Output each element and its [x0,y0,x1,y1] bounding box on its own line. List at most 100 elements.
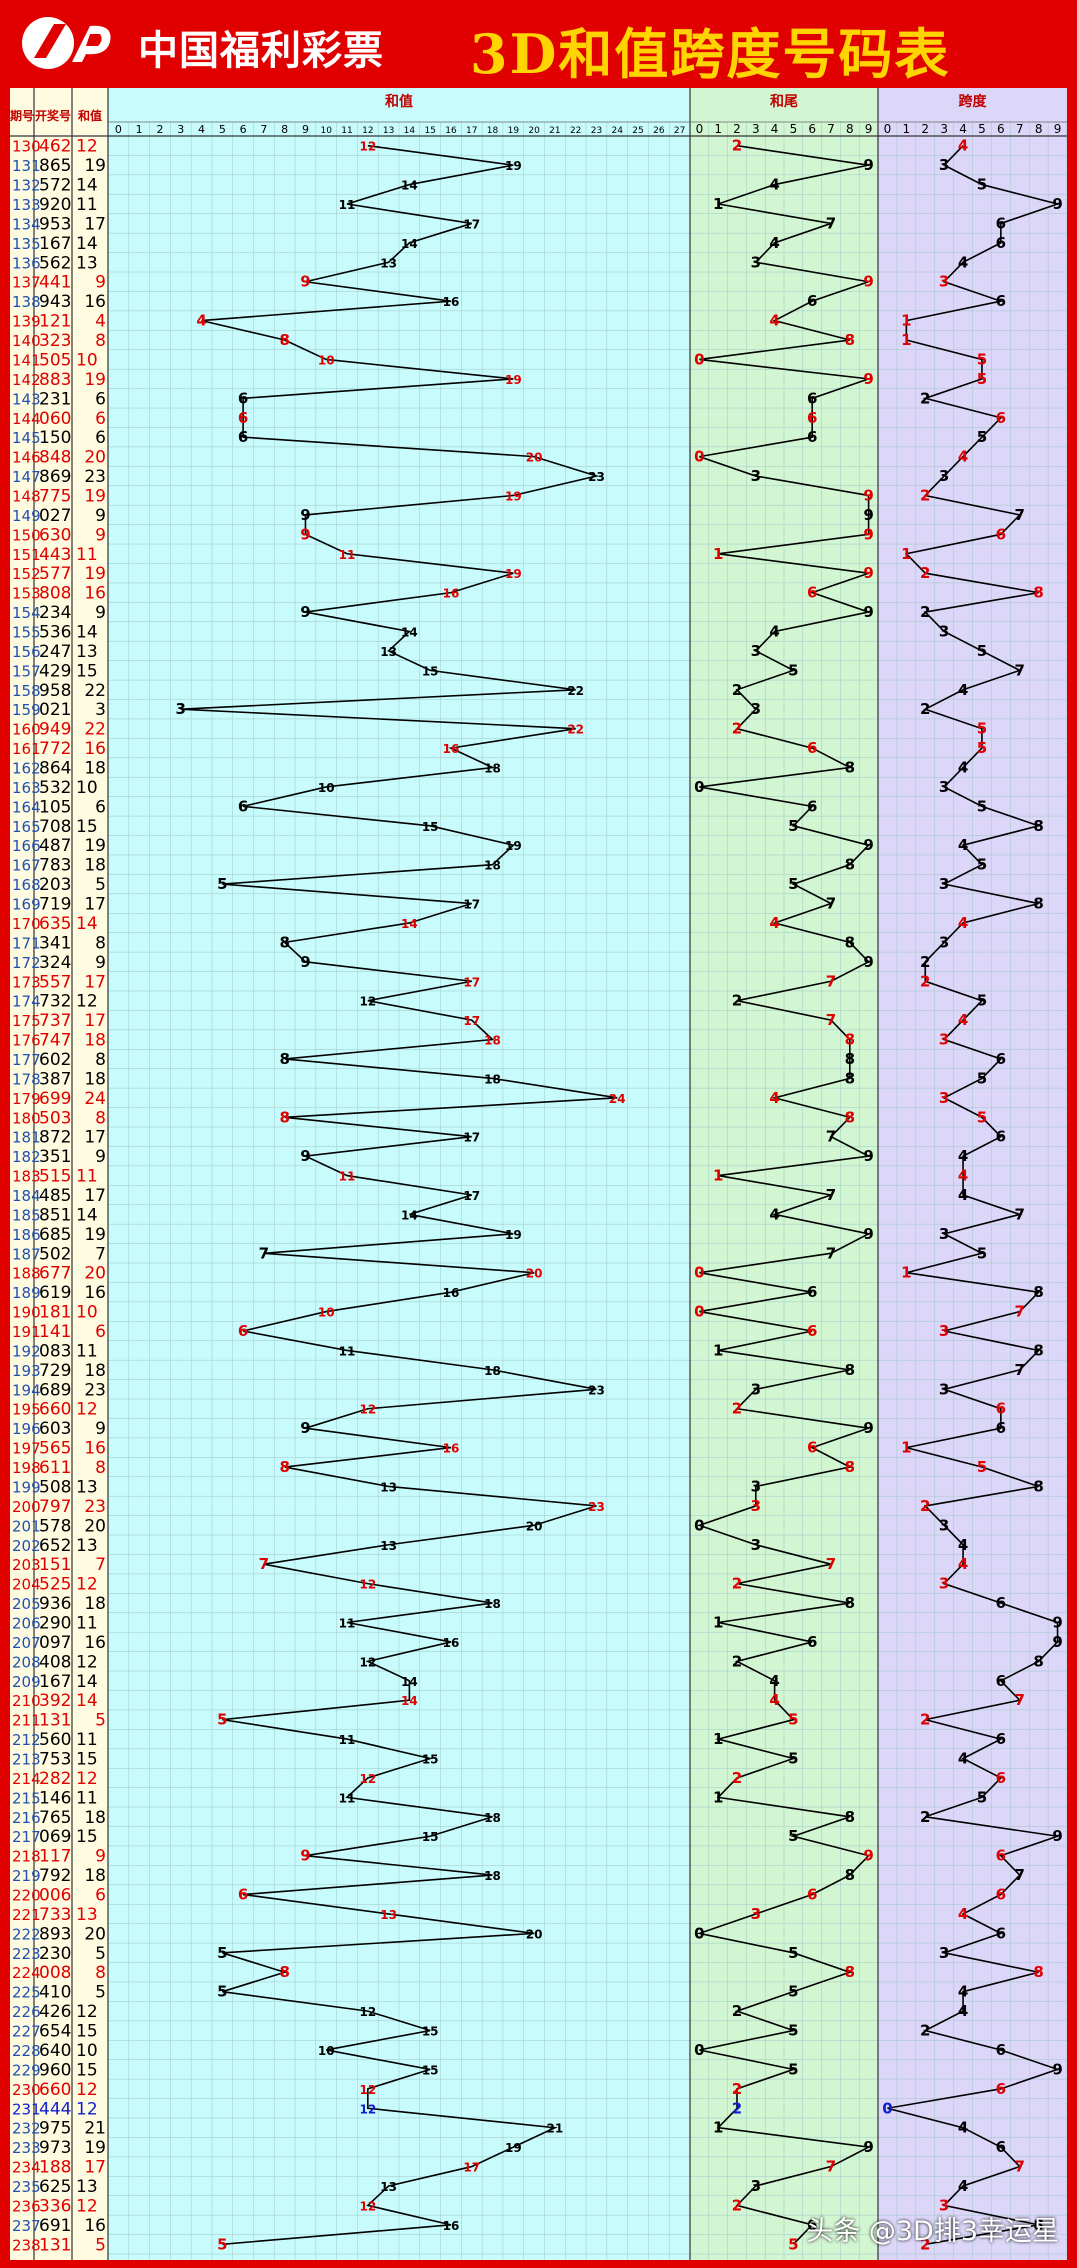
span-point-label: 4 [958,1750,968,1768]
sum-point-label: 8 [279,331,289,349]
period-cell: 204 [12,1576,41,1594]
number-cell: 562 [39,253,71,273]
sum-point-label: 6 [238,389,248,407]
tail-point-label: 8 [845,1361,855,1379]
sum-cell: 14 [76,622,98,642]
tail-point-label: 4 [769,176,779,194]
sum-axis-tick: 11 [341,126,352,136]
tail-point-label: 3 [751,1536,761,1554]
sum-point-label: 17 [463,2161,480,2175]
tail-point-label: 0 [694,1303,704,1321]
number-cell: 234 [39,603,71,623]
sum-cell: 14 [76,234,98,254]
number-cell: 783 [39,856,71,876]
period-cell: 199 [12,1478,41,1496]
period-cell: 193 [12,1362,41,1380]
sum-point-label: 17 [463,217,480,231]
tail-point-label: 3 [751,700,761,718]
number-cell: 324 [39,953,71,973]
number-cell: 150 [39,428,71,448]
number-cell: 729 [39,1361,71,1381]
tail-point-label: 8 [845,1963,855,1981]
tail-point-label: 8 [845,1866,855,1884]
sum-axis-tick: 0 [115,123,122,136]
sum-axis-tick: 6 [240,123,247,136]
sum-cell: 18 [84,1069,106,1089]
tail-point-label: 5 [788,2060,798,2078]
tail-point-label: 1 [713,1167,723,1185]
tail-point-label: 4 [769,914,779,932]
number-cell: 699 [39,1089,71,1109]
number-cell: 188 [39,2158,71,2178]
number-cell: 525 [39,1575,71,1595]
number-cell: 677 [39,1264,71,1284]
tail-point-label: 4 [769,1089,779,1107]
period-cell: 191 [12,1323,41,1341]
sum-axis-tick: 24 [612,126,624,136]
period-cell: 162 [12,760,41,778]
sum-point-label: 15 [422,820,439,834]
tail-point-label: 4 [769,1205,779,1223]
sum-cell: 5 [95,875,106,895]
number-cell: 660 [39,1400,71,1420]
period-cell: 148 [12,487,41,505]
tail-point-label: 8 [845,1069,855,1087]
number-cell: 336 [39,2196,71,2216]
span-point-label: 2 [920,603,930,621]
period-cell: 238 [12,2236,41,2254]
period-cell: 175 [12,1012,41,1030]
tail-point-label: 2 [732,720,742,738]
sum-cell: 13 [76,1477,98,1497]
span-point-label: 5 [977,739,987,757]
sum-cell: 19 [84,564,106,584]
span-axis-tick: 6 [997,122,1005,136]
period-cell: 235 [12,2178,41,2196]
period-cell: 228 [12,2042,41,2060]
sum-cell: 10 [76,1303,98,1323]
span-point-label: 8 [1033,1283,1043,1301]
period-cell: 139 [12,313,41,331]
tail-point-label: 4 [769,312,779,330]
sum-point-label: 17 [463,975,480,989]
sum-point-label: 8 [279,1458,289,1476]
period-cell: 156 [12,643,41,661]
sum-point-label: 15 [422,1830,439,1844]
span-point-label: 2 [920,1497,930,1515]
sum-point-label: 10 [318,353,335,367]
sum-point-label: 11 [339,1733,356,1747]
tail-axis-tick: 6 [808,122,816,136]
header-bar: 中国福利彩票 3D和值跨度号码表 [0,0,1077,86]
number-cell: 487 [39,836,71,856]
period-cell: 227 [12,2023,41,2041]
tail-point-label: 1 [713,195,723,213]
number-cell: 008 [39,1963,71,1983]
number-cell: 625 [39,2177,71,2197]
span-point-label: 4 [958,1011,968,1029]
sum-cell: 10 [76,350,98,370]
span-point-label: 4 [958,1186,968,1204]
span-point-label: 7 [1015,2158,1025,2176]
sum-axis-tick: 12 [362,126,373,136]
sum-header: 和值 [77,108,102,123]
span-point-label: 5 [977,370,987,388]
sum-point-label: 9 [300,1147,310,1165]
tail-point-label: 9 [863,506,873,524]
period-cell: 164 [12,798,41,816]
period-cell: 188 [12,1265,41,1283]
number-cell: 006 [39,1886,71,1906]
span-point-label: 1 [901,545,911,563]
sum-cell: 3 [95,700,106,720]
span-point-label: 8 [1033,1477,1043,1495]
number-cell: 247 [39,642,71,662]
tail-point-label: 6 [807,1886,817,1904]
period-cell: 141 [12,351,41,369]
span-point-label: 5 [977,642,987,660]
sum-point-label: 6 [238,797,248,815]
period-cell: 132 [12,177,41,195]
tail-point-label: 5 [788,1983,798,2001]
number-cell: 691 [39,2216,71,2236]
period-cell: 147 [12,468,41,486]
span-point-label: 4 [958,2002,968,2020]
sum-axis-tick: 22 [570,126,581,136]
sum-cell: 11 [76,545,98,565]
